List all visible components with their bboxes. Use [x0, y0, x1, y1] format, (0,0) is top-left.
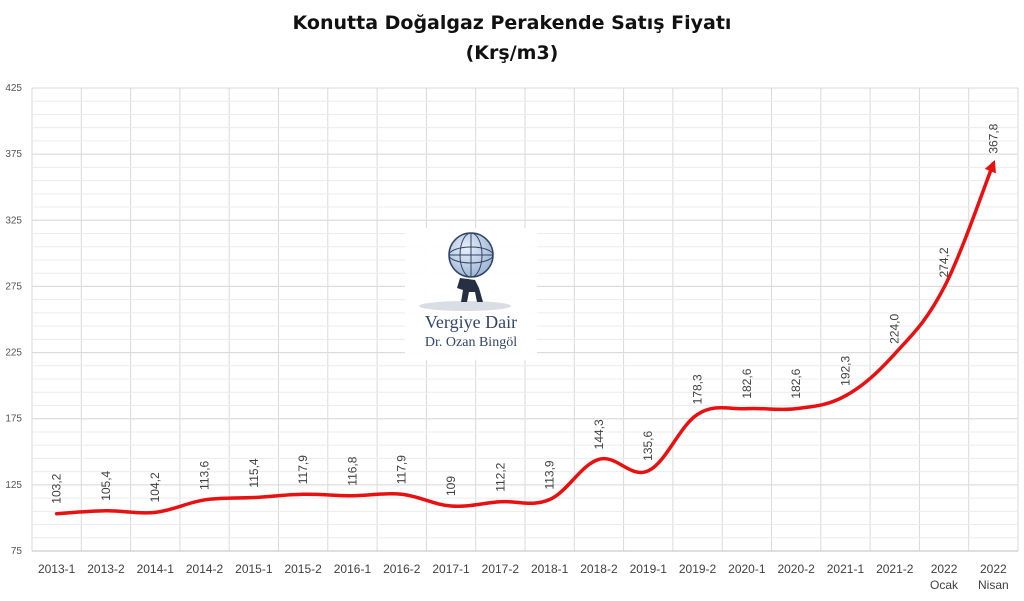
chart-title: Konutta Doğalgaz Perakende Satış Fiyatı [292, 12, 732, 34]
x-tick-label: 2017-1 [432, 562, 470, 576]
data-label: 113,6 [198, 460, 212, 489]
data-label: 182,6 [789, 368, 803, 398]
data-point [893, 352, 897, 356]
data-label: 117,9 [395, 455, 409, 484]
data-label: 105,4 [99, 470, 113, 500]
data-point [942, 285, 946, 289]
x-tick-label: 2018-1 [531, 562, 569, 576]
globe-atlas-icon [419, 232, 511, 311]
data-label: 224,0 [888, 314, 902, 344]
x-tick-label: 2021-1 [827, 562, 865, 576]
data-point [153, 510, 157, 514]
x-tick-label: 2017-2 [482, 562, 520, 576]
x-tick-label: 2021-2 [876, 562, 914, 576]
data-label: 109 [444, 476, 458, 496]
x-tick-label: 2016-1 [334, 562, 372, 576]
data-point [400, 492, 404, 496]
x-tick-label: Ocak [930, 578, 959, 592]
data-label: 182,6 [740, 368, 754, 398]
x-tick-label: 2020-1 [728, 562, 766, 576]
x-tick-label: 2020-2 [777, 562, 815, 576]
data-point [548, 498, 552, 502]
x-tick-label: 2018-2 [580, 562, 618, 576]
watermark-logo: Vergiye Dair Dr. Ozan Bingöl [405, 228, 537, 360]
watermark-line1: Vergiye Dair [424, 312, 518, 332]
data-point [696, 412, 700, 416]
x-tick-label: 2019-2 [679, 562, 717, 576]
x-tick-label: 2022 [980, 562, 1007, 576]
chart-subtitle: (Krş/m3) [465, 42, 559, 64]
y-tick-label: 75 [11, 546, 23, 557]
data-label: 113,9 [543, 460, 557, 489]
x-tick-label: 2019-1 [630, 562, 668, 576]
x-tick-label: 2013-1 [38, 562, 76, 576]
data-point [104, 509, 108, 513]
watermark-line2: Dr. Ozan Bingöl [424, 335, 518, 350]
data-point [991, 162, 995, 166]
y-tick-label: 175 [5, 414, 22, 425]
data-point [55, 512, 59, 516]
data-label: 116,8 [345, 456, 359, 485]
x-tick-label: 2013-2 [87, 562, 125, 576]
y-tick-label: 325 [5, 215, 22, 226]
data-label: 112,2 [493, 462, 507, 491]
data-point [646, 469, 650, 473]
x-tick-label: 2022 [931, 562, 958, 576]
data-point [597, 457, 601, 461]
x-tick-label: Nisan [978, 578, 1009, 592]
x-tick-label: 2014-1 [137, 562, 175, 576]
data-point [843, 394, 847, 398]
data-point [350, 494, 354, 498]
data-point [252, 496, 256, 500]
y-tick-label: 425 [5, 83, 22, 94]
data-label: 178,3 [691, 374, 705, 404]
data-label: 192,3 [838, 355, 852, 385]
data-label: 115,4 [247, 458, 261, 487]
data-label: 274,2 [937, 247, 951, 277]
data-point [794, 407, 798, 411]
data-point [449, 504, 453, 508]
data-point [498, 500, 502, 504]
data-label: 117,9 [296, 455, 310, 484]
y-tick-label: 225 [5, 348, 22, 359]
y-tick-label: 375 [5, 149, 22, 160]
x-tick-label: 2015-1 [235, 562, 273, 576]
x-tick-label: 2015-2 [284, 562, 322, 576]
data-point [203, 498, 207, 502]
x-tick-label: 2014-2 [186, 562, 224, 576]
y-tick-label: 125 [5, 480, 22, 491]
data-label: 144,3 [592, 419, 606, 449]
data-label: 367,8 [986, 123, 1000, 153]
x-tick-label: 2016-2 [383, 562, 421, 576]
data-label: 104,2 [148, 472, 162, 502]
data-label: 135,6 [641, 430, 655, 460]
y-tick-label: 275 [5, 281, 22, 292]
data-label: 103,2 [50, 473, 64, 503]
data-point [301, 492, 305, 496]
data-point [745, 407, 749, 411]
